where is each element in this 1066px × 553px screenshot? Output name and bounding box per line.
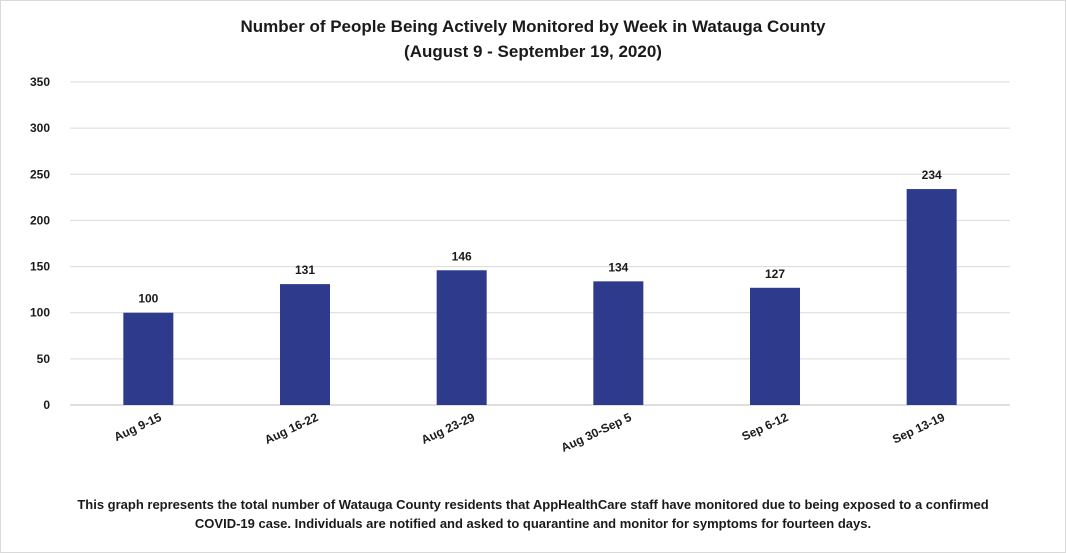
data-label: 127 (765, 267, 785, 281)
chart-title: Number of People Being Actively Monitore… (240, 17, 826, 36)
bar (750, 287, 800, 405)
bar (123, 312, 174, 405)
x-tick-label: Aug 23-29 (419, 410, 477, 447)
x-tick-label: Sep 13-19 (890, 410, 947, 447)
bar-chart: 0 50 100 150 200 250 300 350 100 Aug 9-15 131 Aug 1… (30, 75, 1010, 455)
y-tick-label: 250 (30, 167, 50, 181)
x-tick-label: Sep 6-12 (740, 410, 791, 444)
y-tick-label: 200 (30, 213, 50, 227)
footnote-line-2: COVID-19 case. Individuals are notified … (194, 516, 872, 531)
data-label: 234 (922, 168, 942, 182)
chart-subtitle: (August 9 - September 19, 2020) (404, 42, 662, 61)
y-tick-label: 0 (43, 398, 50, 412)
data-label: 131 (295, 263, 315, 277)
y-tick-label: 100 (30, 306, 50, 320)
data-label: 100 (138, 292, 158, 306)
bar (593, 281, 644, 405)
y-tick-label: 150 (30, 260, 50, 274)
data-label: 134 (608, 260, 628, 274)
footnote-line-1: This graph represents the total number o… (77, 497, 989, 512)
y-tick-label: 350 (30, 75, 50, 89)
x-tick-label: Aug 9-15 (112, 410, 164, 444)
x-tick-label: Aug 30-Sep 5 (559, 410, 634, 455)
bar (906, 189, 957, 405)
y-tick-label: 300 (30, 121, 50, 135)
data-label: 146 (452, 249, 472, 263)
x-tick-label: Aug 16-22 (262, 410, 320, 447)
bar (436, 270, 487, 405)
bar (280, 284, 330, 405)
y-tick-label: 50 (37, 352, 51, 366)
